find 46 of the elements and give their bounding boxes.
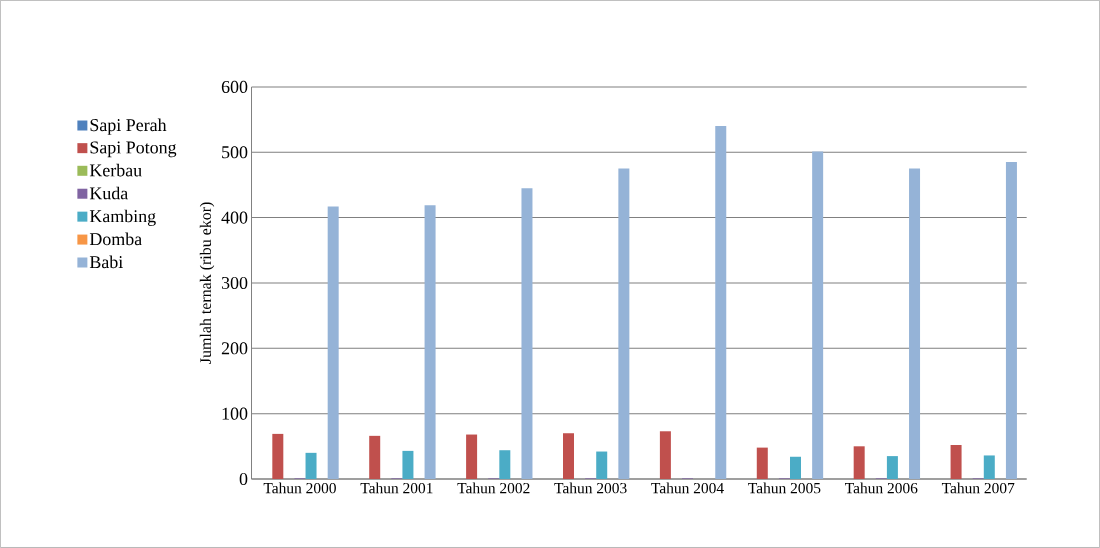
bar xyxy=(1005,162,1017,480)
legend-label: Babi xyxy=(89,255,123,269)
bar xyxy=(499,450,511,480)
bar xyxy=(424,205,436,480)
x-tick-label: Tahun 2004 xyxy=(651,482,724,494)
y-tick-label: 300 xyxy=(221,276,248,290)
bar xyxy=(886,456,898,480)
bar xyxy=(659,431,671,480)
bar xyxy=(402,450,414,480)
bar xyxy=(812,151,824,480)
y-tick-label: 500 xyxy=(222,146,248,159)
bar xyxy=(950,445,962,480)
bar xyxy=(305,452,317,480)
y-tick-label: 400 xyxy=(221,211,248,224)
x-tick-label: Tahun 2002 xyxy=(457,482,530,494)
x-tick-label: Tahun 2006 xyxy=(845,482,918,494)
y-tick-label: 0 xyxy=(239,472,248,486)
bar xyxy=(521,188,533,480)
legend-label: Sapi Perah xyxy=(90,118,167,135)
legend-label: Kuda xyxy=(89,186,128,200)
x-tick-label: Tahun 2005 xyxy=(748,482,821,494)
bar xyxy=(756,447,768,480)
y-axis-title: Jumlah ternak (ribu ekor) xyxy=(199,202,215,364)
bar xyxy=(790,456,802,480)
x-tick-label: Tahun 2007 xyxy=(941,482,1015,494)
x-tick-label: Tahun 2003 xyxy=(554,482,627,494)
legend-label: Domba xyxy=(89,232,142,246)
bar xyxy=(272,433,284,480)
bar xyxy=(909,168,921,480)
bar xyxy=(562,433,574,480)
bar xyxy=(466,434,478,480)
bar xyxy=(327,206,339,480)
x-tick-label: Tahun 2001 xyxy=(360,482,433,494)
legend-label: Sapi Potong xyxy=(90,141,177,158)
bar xyxy=(596,451,608,480)
bar xyxy=(618,168,630,480)
y-tick-label: 200 xyxy=(221,342,248,355)
bar xyxy=(369,435,381,480)
legend-label: Kerbau xyxy=(89,163,142,177)
x-tick-label: Tahun 2000 xyxy=(263,482,336,494)
y-tick-label: 100 xyxy=(222,407,248,420)
bar xyxy=(853,446,865,480)
y-tick-label: 600 xyxy=(221,80,248,93)
bar xyxy=(715,126,727,480)
bar xyxy=(983,455,995,480)
legend-label: Kambing xyxy=(89,209,156,227)
